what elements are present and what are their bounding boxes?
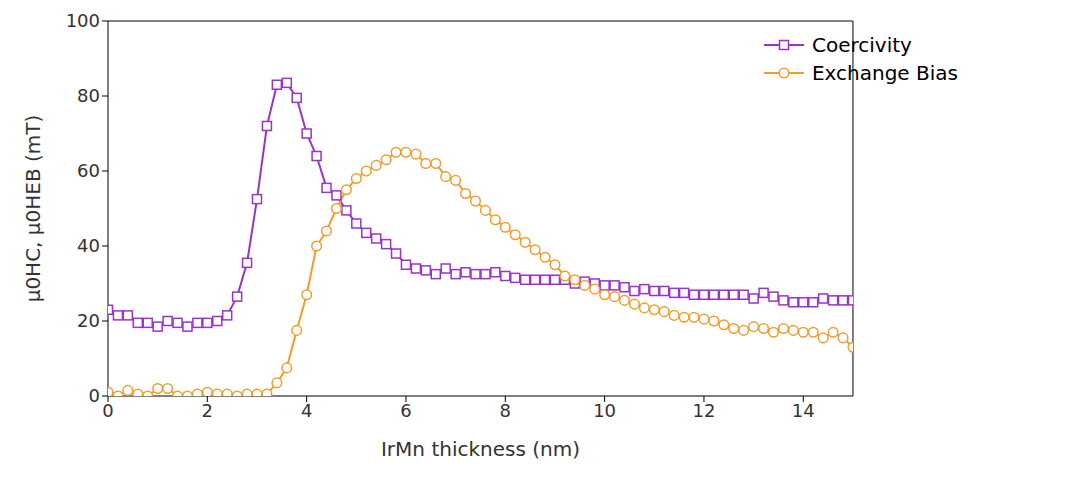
svg-text:μ0HC, μ0HEB (mT): μ0HC, μ0HEB (mT) bbox=[21, 115, 45, 303]
html-text:Coercivity: Coercivity bbox=[812, 33, 912, 57]
svg-text:6: 6 bbox=[400, 400, 411, 421]
svg-text:0: 0 bbox=[89, 385, 100, 406]
svg-text:2: 2 bbox=[202, 400, 213, 421]
svg-text:8: 8 bbox=[500, 400, 511, 421]
svg-text:12: 12 bbox=[693, 400, 716, 421]
svg-text:IrMn thickness (nm): IrMn thickness (nm) bbox=[381, 437, 580, 461]
svg-text:0: 0 bbox=[102, 400, 113, 421]
svg-text:20: 20 bbox=[77, 310, 100, 331]
svg-text:10: 10 bbox=[593, 400, 616, 421]
svg-text:80: 80 bbox=[77, 85, 100, 106]
svg-text:14: 14 bbox=[792, 400, 815, 421]
svg-text:40: 40 bbox=[77, 235, 100, 256]
svg-text:100: 100 bbox=[66, 10, 100, 31]
svg-text:60: 60 bbox=[77, 160, 100, 181]
html-text:Exchange Bias: Exchange Bias bbox=[812, 61, 958, 85]
svg-text:4: 4 bbox=[301, 400, 312, 421]
